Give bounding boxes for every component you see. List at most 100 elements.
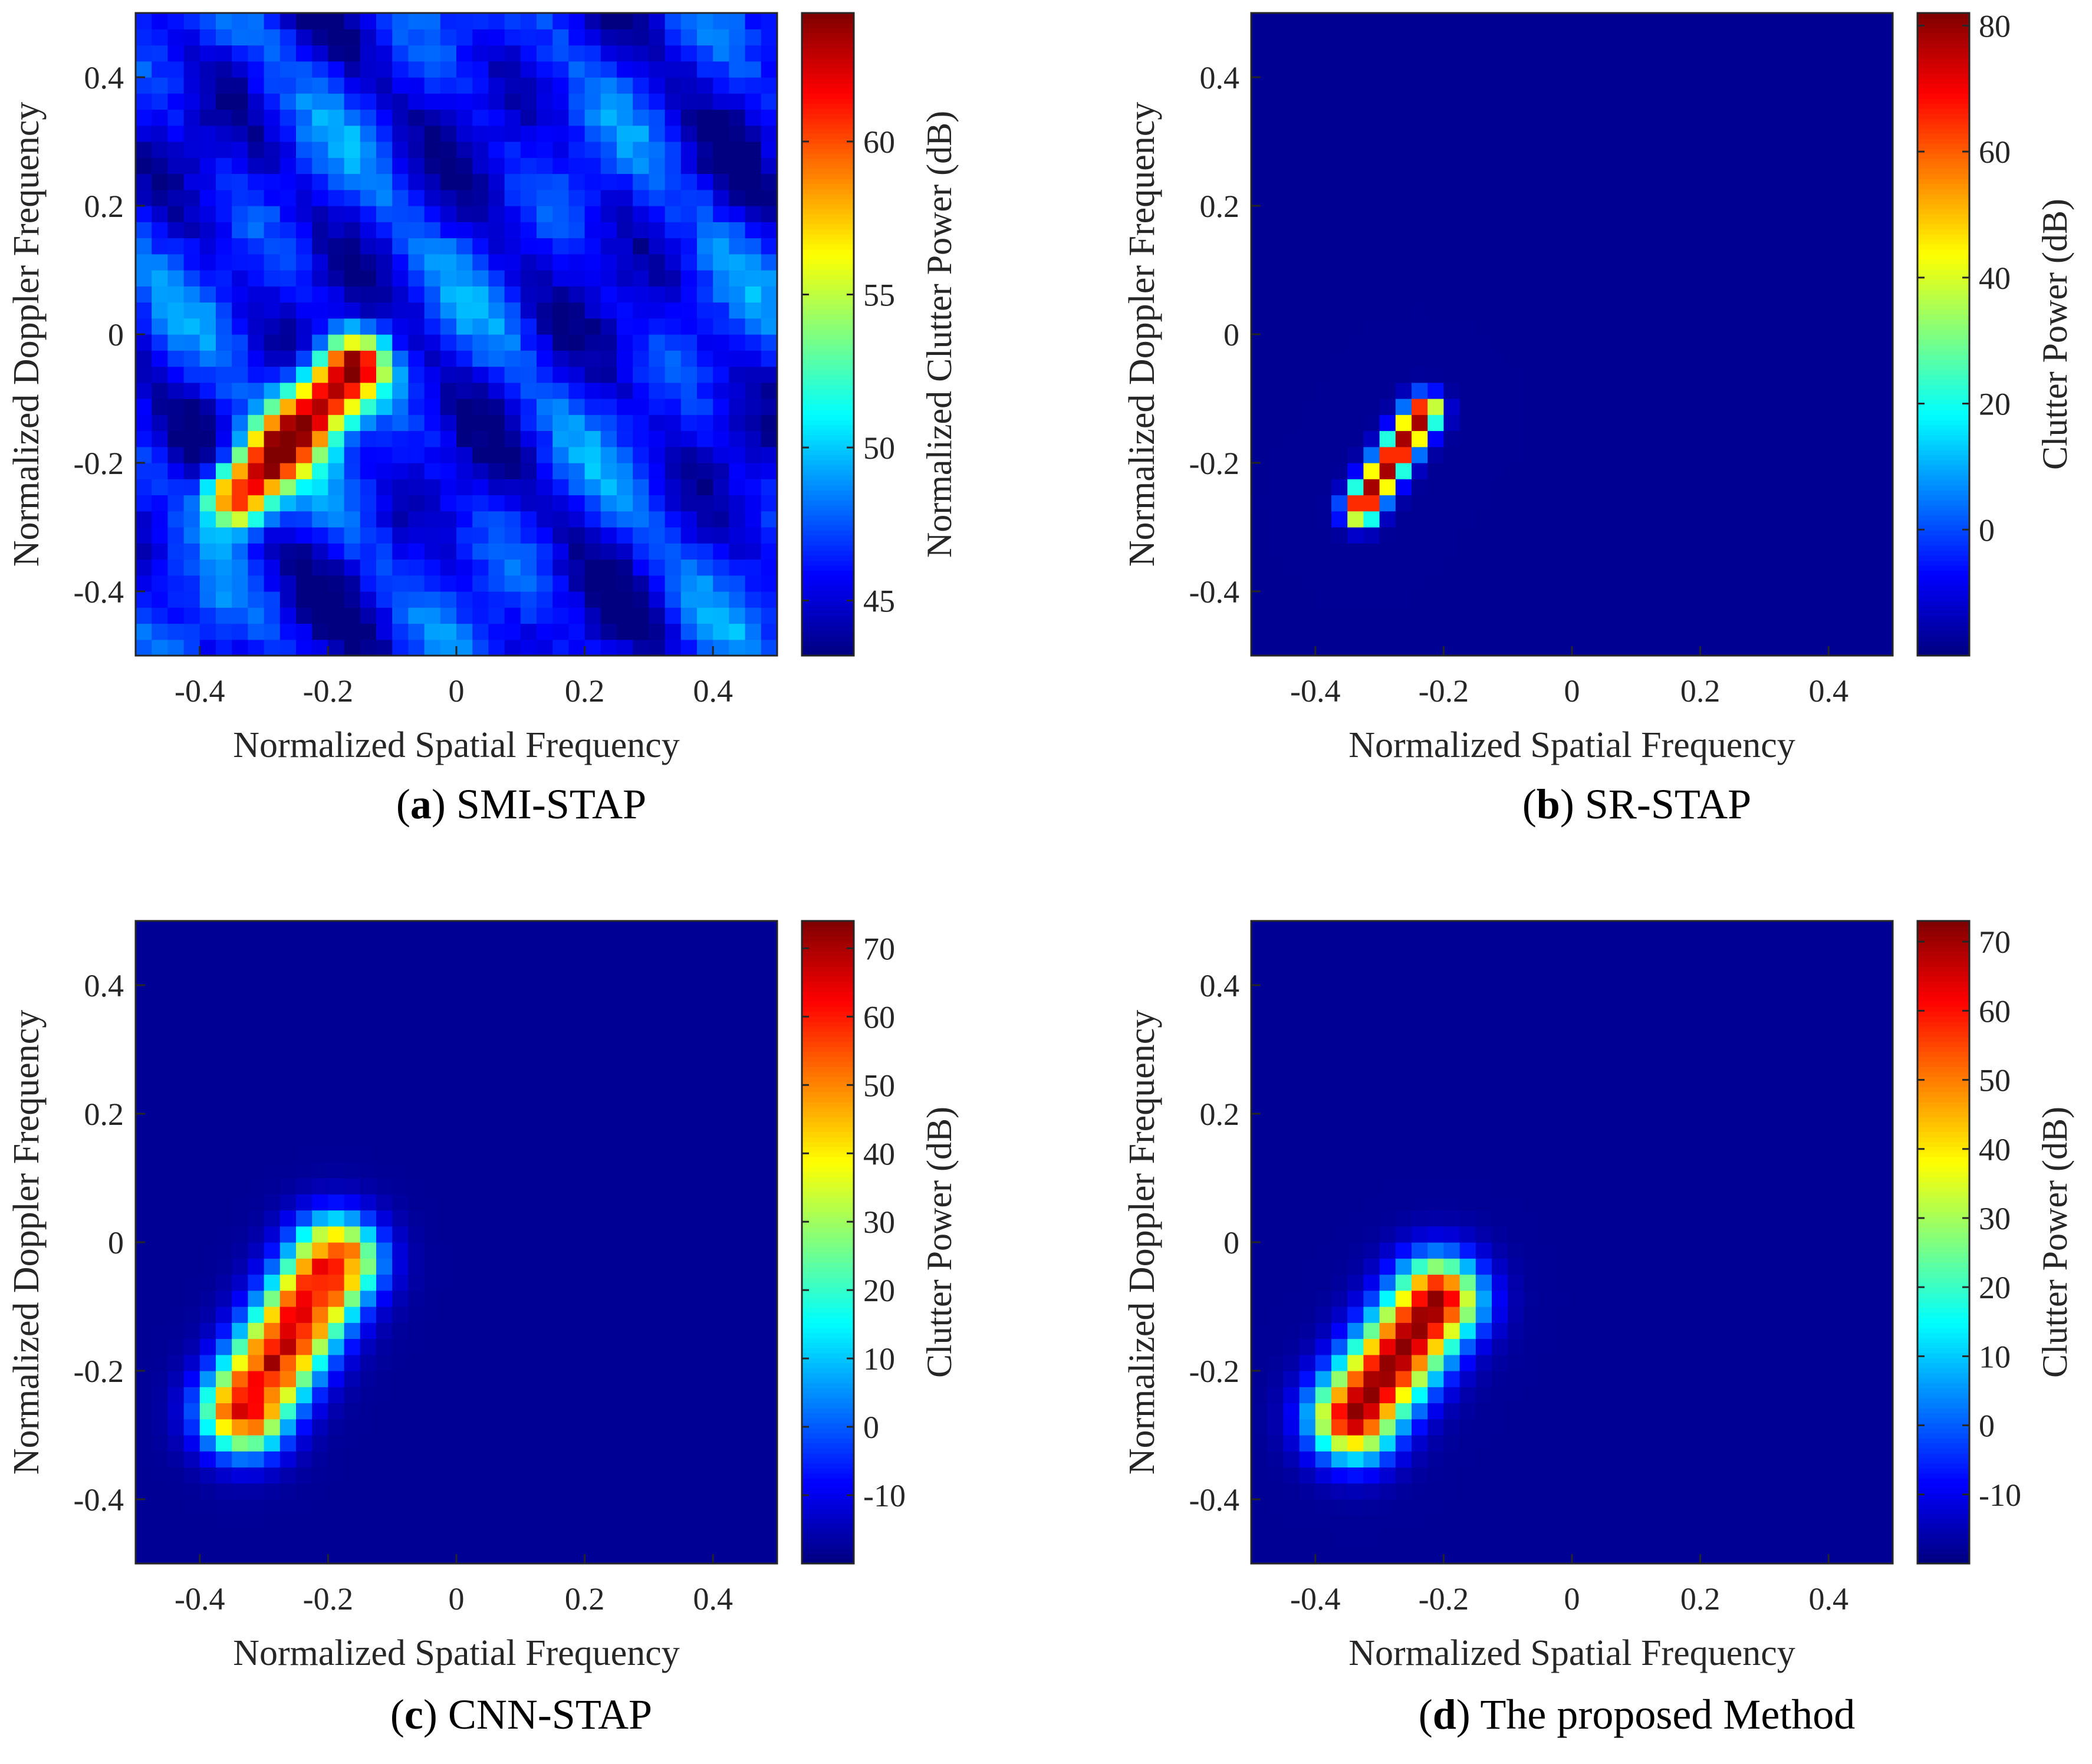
heatmap-cell bbox=[264, 1531, 281, 1548]
heatmap-cell bbox=[440, 639, 457, 656]
heatmap-cell bbox=[1379, 430, 1396, 447]
heatmap-cell bbox=[504, 1403, 521, 1420]
heatmap-cell bbox=[584, 1049, 601, 1066]
heatmap-cell bbox=[1764, 414, 1781, 432]
heatmap-cell bbox=[680, 1210, 698, 1227]
heatmap-cell bbox=[1700, 125, 1717, 142]
heatmap-cell bbox=[152, 1081, 168, 1098]
heatmap-cell bbox=[456, 382, 473, 399]
heatmap-cell bbox=[1876, 13, 1893, 29]
x-tick-label: 0 bbox=[449, 673, 465, 709]
heatmap-cell bbox=[568, 13, 586, 29]
heatmap-cell bbox=[424, 1065, 441, 1082]
colorbar-segment bbox=[802, 399, 854, 406]
heatmap-cell bbox=[713, 1515, 729, 1532]
heatmap-cell bbox=[1684, 559, 1701, 576]
heatmap-cell bbox=[183, 1322, 200, 1340]
colorbar-segment bbox=[802, 98, 854, 104]
heatmap-cell bbox=[761, 13, 778, 29]
heatmap-cell bbox=[1604, 607, 1621, 624]
heatmap-cell bbox=[1572, 61, 1588, 78]
colorbar-segment bbox=[1917, 48, 1969, 54]
heatmap-cell bbox=[360, 286, 377, 303]
heatmap-cell bbox=[1764, 254, 1781, 271]
heatmap-cell bbox=[136, 1547, 152, 1564]
heatmap-cell bbox=[408, 302, 425, 319]
heatmap-cell bbox=[1700, 543, 1717, 560]
heatmap-cell bbox=[424, 1001, 441, 1018]
heatmap-cell bbox=[1524, 446, 1541, 463]
heatmap-cell bbox=[1668, 206, 1685, 222]
heatmap-cell bbox=[392, 1146, 409, 1163]
heatmap-cell bbox=[1540, 366, 1557, 383]
heatmap-cell bbox=[520, 1322, 537, 1340]
heatmap-cell bbox=[552, 1226, 569, 1243]
heatmap-cell bbox=[633, 77, 649, 94]
heatmap-cell bbox=[1732, 254, 1749, 271]
heatmap-cell bbox=[264, 222, 281, 239]
heatmap-cell bbox=[152, 1354, 168, 1371]
heatmap-cell bbox=[1267, 446, 1284, 463]
heatmap-cell bbox=[617, 1146, 633, 1163]
heatmap-cell bbox=[472, 1161, 489, 1179]
heatmap-cell bbox=[633, 93, 649, 110]
heatmap-cell bbox=[1572, 399, 1588, 415]
heatmap-cell bbox=[1700, 318, 1717, 335]
heatmap-cell bbox=[1636, 366, 1653, 383]
heatmap-cell bbox=[199, 1338, 216, 1355]
heatmap-cell bbox=[183, 270, 200, 287]
heatmap-cell bbox=[392, 1403, 409, 1420]
heatmap-cell bbox=[1395, 334, 1412, 351]
heatmap-cell bbox=[1652, 463, 1669, 479]
heatmap-cell bbox=[424, 29, 441, 46]
heatmap-cell bbox=[1860, 173, 1877, 190]
heatmap-cell bbox=[1379, 334, 1396, 351]
heatmap-cell bbox=[1492, 93, 1508, 110]
heatmap-cell bbox=[167, 1371, 185, 1387]
heatmap-cell bbox=[136, 1435, 152, 1452]
heatmap-cell bbox=[408, 1547, 425, 1564]
heatmap-cell bbox=[1540, 222, 1557, 239]
heatmap-cell bbox=[1331, 222, 1348, 239]
heatmap-cell bbox=[520, 1403, 537, 1420]
heatmap-cell bbox=[1412, 430, 1428, 447]
heatmap-cell bbox=[1588, 286, 1604, 303]
panel-caption: (a) SMI-STAP bbox=[396, 781, 646, 828]
heatmap-cell bbox=[1620, 607, 1637, 624]
heatmap-cell bbox=[183, 29, 200, 46]
heatmap-cell bbox=[1828, 109, 1845, 126]
heatmap-cell bbox=[424, 1515, 441, 1532]
heatmap-cell bbox=[1267, 414, 1284, 432]
heatmap-cell bbox=[440, 623, 457, 640]
heatmap-cell bbox=[296, 1354, 313, 1371]
colorbar-segment bbox=[802, 625, 854, 631]
heatmap-cell bbox=[1684, 591, 1701, 608]
heatmap-cell bbox=[1427, 591, 1444, 608]
y-tick-label: 0 bbox=[1223, 317, 1239, 353]
heatmap-cell bbox=[1379, 13, 1396, 29]
heatmap-cell bbox=[1492, 29, 1508, 46]
heatmap-cell bbox=[424, 985, 441, 1002]
heatmap-cell bbox=[408, 937, 425, 954]
heatmap-cell bbox=[440, 350, 457, 367]
heatmap-cell bbox=[633, 1531, 649, 1548]
heatmap-cell bbox=[408, 969, 425, 986]
heatmap-cell bbox=[713, 157, 729, 175]
heatmap-cell bbox=[504, 527, 521, 544]
heatmap-cell bbox=[1732, 206, 1749, 222]
heatmap-cell bbox=[584, 189, 601, 206]
heatmap-cell bbox=[713, 13, 729, 29]
heatmap-cell bbox=[697, 45, 713, 62]
heatmap-cell bbox=[264, 29, 281, 46]
heatmap-cell bbox=[296, 591, 313, 608]
heatmap-cell bbox=[713, 591, 729, 608]
heatmap-cell bbox=[649, 109, 666, 126]
heatmap-cell bbox=[1443, 302, 1461, 319]
heatmap-cell bbox=[472, 527, 489, 544]
heatmap-cell bbox=[1604, 270, 1621, 287]
colorbar-segment bbox=[802, 469, 854, 476]
heatmap-cell bbox=[264, 511, 281, 528]
heatmap-cell bbox=[1813, 286, 1829, 303]
heatmap-cell bbox=[1796, 575, 1813, 592]
heatmap-cell bbox=[584, 639, 601, 656]
